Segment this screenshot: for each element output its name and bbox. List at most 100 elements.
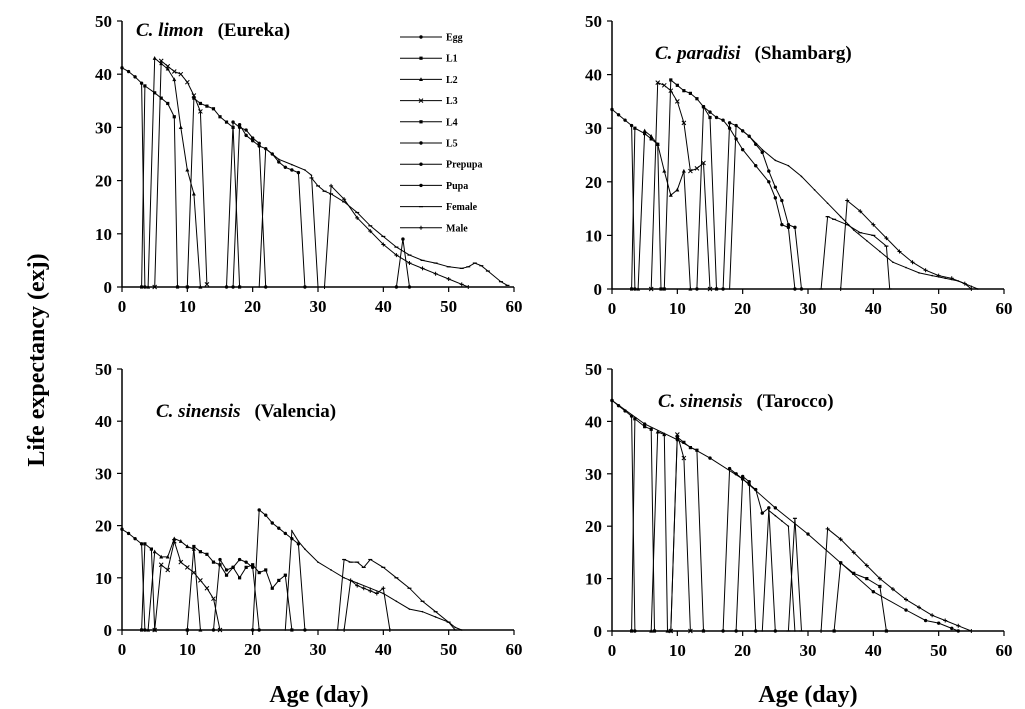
data-point (278, 158, 280, 161)
data-point (178, 559, 184, 565)
data-point (890, 587, 895, 592)
data-point (257, 628, 261, 632)
series-line (121, 67, 146, 288)
data-point (250, 136, 255, 140)
data-point (688, 286, 693, 291)
legend-label: Pupa (446, 181, 468, 192)
x-tick-label: 20 (244, 640, 261, 659)
data-point (192, 96, 196, 100)
data-point (721, 287, 725, 291)
data-point (969, 287, 974, 291)
x-tick-label: 20 (244, 297, 261, 316)
x-tick-label: 40 (375, 297, 392, 316)
series-line (343, 579, 391, 631)
data-point (734, 629, 738, 633)
data-point (652, 629, 657, 633)
data-point (794, 630, 796, 632)
series-line (761, 509, 796, 632)
data-point (166, 101, 170, 106)
data-point (231, 120, 235, 124)
data-point (905, 266, 907, 269)
data-point (773, 506, 778, 510)
data-point (735, 124, 737, 127)
data-point (152, 56, 157, 60)
x-tick-label: 20 (734, 299, 751, 318)
data-point (865, 577, 869, 581)
data-point (633, 629, 637, 633)
legend-marker (419, 77, 423, 81)
data-point (649, 628, 654, 633)
data-point (793, 225, 797, 230)
data-point (786, 225, 791, 230)
panel-title-species: C. sinensis (658, 391, 742, 412)
data-point (153, 91, 157, 95)
data-point (675, 83, 679, 87)
x-tick-label: 0 (608, 299, 617, 318)
data-point (918, 272, 920, 274)
series-line (820, 527, 972, 632)
data-point (355, 215, 360, 220)
x-tick-label: 30 (310, 297, 327, 316)
x-tick-label: 60 (506, 297, 523, 316)
data-point (283, 165, 288, 169)
data-point (165, 567, 171, 573)
x-tick-label: 50 (440, 297, 457, 316)
data-point (610, 398, 614, 403)
data-point (433, 271, 438, 276)
data-point (172, 536, 177, 541)
data-point (211, 560, 216, 564)
x-tick-label: 40 (865, 641, 882, 660)
y-tick-label: 10 (95, 225, 112, 244)
y-tick-label: 50 (585, 360, 602, 379)
x-tick-label: 20 (734, 641, 751, 660)
data-point (897, 249, 902, 254)
data-point (244, 128, 248, 132)
data-point (838, 537, 843, 542)
data-point (198, 101, 202, 106)
data-point (662, 168, 667, 173)
data-point (250, 628, 255, 632)
data-point (708, 456, 712, 460)
data-point (956, 629, 960, 633)
data-point (773, 629, 778, 633)
data-point (211, 107, 216, 111)
data-point (401, 237, 405, 241)
data-point (962, 281, 967, 286)
data-point (394, 285, 399, 289)
data-point (258, 286, 261, 288)
data-point (787, 164, 790, 167)
data-point (930, 613, 935, 618)
y-tick-label: 0 (594, 280, 603, 299)
legend-marker (419, 141, 423, 145)
series-line (141, 542, 156, 631)
y-tick-label: 20 (585, 173, 602, 192)
series-line (337, 558, 456, 631)
data-point (421, 610, 424, 613)
data-point (369, 587, 372, 590)
data-point (721, 629, 725, 633)
data-point (923, 268, 928, 273)
series-line (650, 431, 668, 632)
y-tick-label: 30 (95, 464, 112, 483)
data-point (734, 137, 738, 141)
data-point (257, 508, 261, 512)
data-point (877, 576, 882, 581)
x-tick-label: 0 (608, 641, 617, 660)
data-point (185, 544, 190, 549)
data-point (185, 628, 189, 632)
series-line (729, 124, 979, 290)
data-point (165, 66, 170, 71)
series-line (631, 417, 655, 632)
data-point (231, 285, 235, 289)
data-point (361, 586, 366, 591)
data-point (642, 128, 647, 133)
data-point (139, 81, 144, 85)
data-point (740, 147, 745, 152)
data-point (767, 169, 771, 173)
data-point (172, 115, 176, 119)
data-point (120, 66, 124, 70)
data-point (649, 137, 653, 141)
legend-label: Male (446, 223, 468, 234)
data-point (264, 285, 268, 289)
